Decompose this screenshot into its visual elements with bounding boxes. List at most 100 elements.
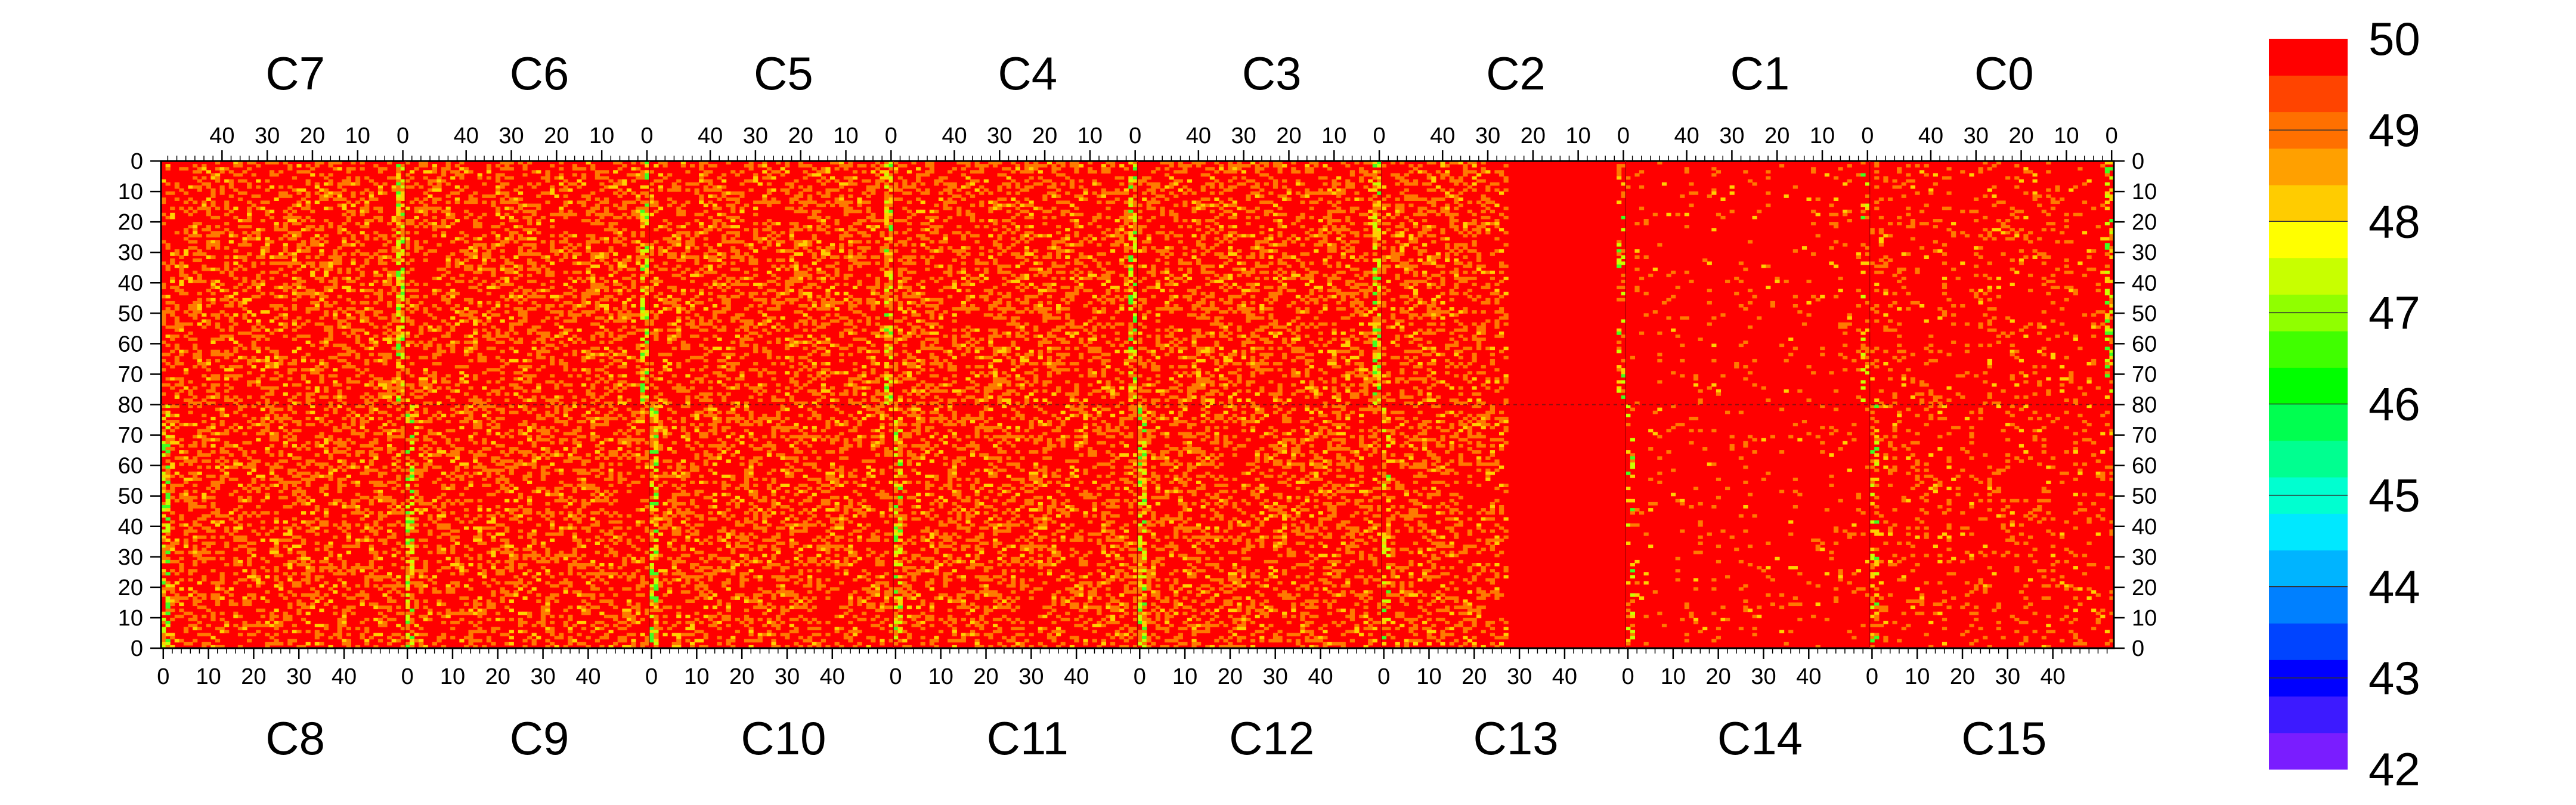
heat-cell — [382, 338, 388, 341]
heat-cell — [197, 517, 202, 521]
heat-cell — [337, 478, 342, 481]
heat-cell — [202, 459, 207, 463]
heat-cell — [419, 587, 424, 591]
heat-cell — [319, 432, 324, 436]
heat-cell — [215, 240, 221, 244]
heat-cell — [445, 556, 451, 561]
heat-cell — [445, 270, 451, 274]
heat-cell — [577, 313, 582, 317]
heat-cell — [513, 270, 519, 274]
heat-cell — [631, 200, 636, 205]
heat-cell — [323, 593, 329, 597]
heat-cell — [193, 496, 198, 500]
heat-cell — [237, 538, 243, 542]
heat-cell — [188, 240, 193, 244]
heat-cell — [337, 499, 342, 503]
heat-cell — [459, 188, 465, 192]
heat-cell — [405, 636, 410, 640]
heat-cell — [500, 377, 505, 381]
heat-cell — [405, 185, 410, 189]
heat-cell — [301, 228, 306, 232]
heat-cell — [468, 556, 473, 561]
heat-cell — [581, 383, 587, 387]
heat-cell — [613, 191, 618, 195]
heat-cell — [473, 401, 478, 405]
heat-cell — [323, 240, 329, 244]
heat-cell — [640, 310, 645, 314]
heat-cell — [193, 310, 198, 314]
heat-cell — [314, 526, 320, 530]
heat-cell — [265, 365, 270, 369]
heat-cell — [432, 465, 438, 469]
heat-cell — [283, 322, 288, 326]
heat-cell — [314, 633, 320, 637]
heat-cell — [224, 544, 230, 549]
heat-cell — [296, 423, 302, 426]
heat-cell — [188, 587, 193, 591]
heat-cell — [296, 246, 302, 250]
heat-cell — [500, 283, 505, 286]
heat-cell — [454, 383, 460, 387]
heat-cell — [568, 243, 573, 247]
heat-cell — [228, 170, 234, 174]
heat-cell — [292, 438, 298, 442]
heat-cell — [387, 270, 392, 274]
heat-cell — [522, 313, 528, 317]
heat-cell — [617, 313, 623, 317]
heat-cell — [545, 331, 550, 335]
heat-cell — [342, 343, 347, 348]
heat-cell — [504, 228, 510, 232]
heat-cell — [342, 593, 347, 597]
heat-cell — [360, 197, 365, 201]
heat-cell — [274, 304, 279, 308]
heat-cell — [161, 478, 166, 481]
heat-cell — [414, 490, 419, 494]
heat-cell — [310, 511, 315, 515]
heat-cell — [603, 200, 609, 205]
heat-cell — [400, 273, 405, 277]
heat-cell — [473, 331, 478, 335]
heat-cell — [228, 304, 234, 308]
heat-cell — [468, 435, 473, 439]
heat-cell — [473, 322, 478, 326]
heat-cell — [590, 383, 596, 387]
heat-cell — [179, 362, 184, 366]
heat-cell — [617, 352, 623, 357]
heat-cell — [165, 164, 171, 168]
heat-cell — [396, 246, 401, 250]
heat-cell — [536, 331, 541, 335]
heat-cell — [233, 508, 239, 512]
heat-cell — [193, 164, 198, 168]
heat-cell — [265, 569, 270, 572]
heat-cell — [545, 316, 550, 320]
heat-cell — [292, 368, 298, 371]
heat-cell — [477, 563, 482, 566]
heat-cell — [518, 310, 524, 314]
heat-cell — [193, 185, 198, 189]
heat-cell — [496, 416, 501, 420]
heat-cell — [224, 590, 230, 594]
heat-cell — [463, 234, 469, 238]
heat-cell — [202, 633, 207, 637]
heat-cell — [197, 505, 202, 509]
heat-cell — [305, 410, 311, 414]
heat-cell — [500, 371, 505, 375]
heat-cell — [310, 219, 315, 222]
heat-cell — [310, 392, 315, 396]
heat-cell — [396, 380, 401, 384]
heat-cell — [337, 465, 342, 469]
heat-cell — [260, 520, 265, 524]
heat-cell — [509, 316, 514, 320]
heat-cell — [328, 453, 333, 457]
heat-cell — [351, 182, 356, 186]
heat-cell — [310, 301, 315, 305]
heat-cell — [174, 322, 179, 326]
heat-cell — [387, 413, 392, 417]
heat-cell — [355, 544, 361, 549]
heat-cell — [202, 280, 207, 283]
heat-cell — [396, 584, 401, 588]
heat-cell — [419, 200, 424, 205]
heat-cell — [477, 453, 482, 457]
heat-cell — [355, 538, 361, 542]
heat-cell — [549, 338, 555, 341]
